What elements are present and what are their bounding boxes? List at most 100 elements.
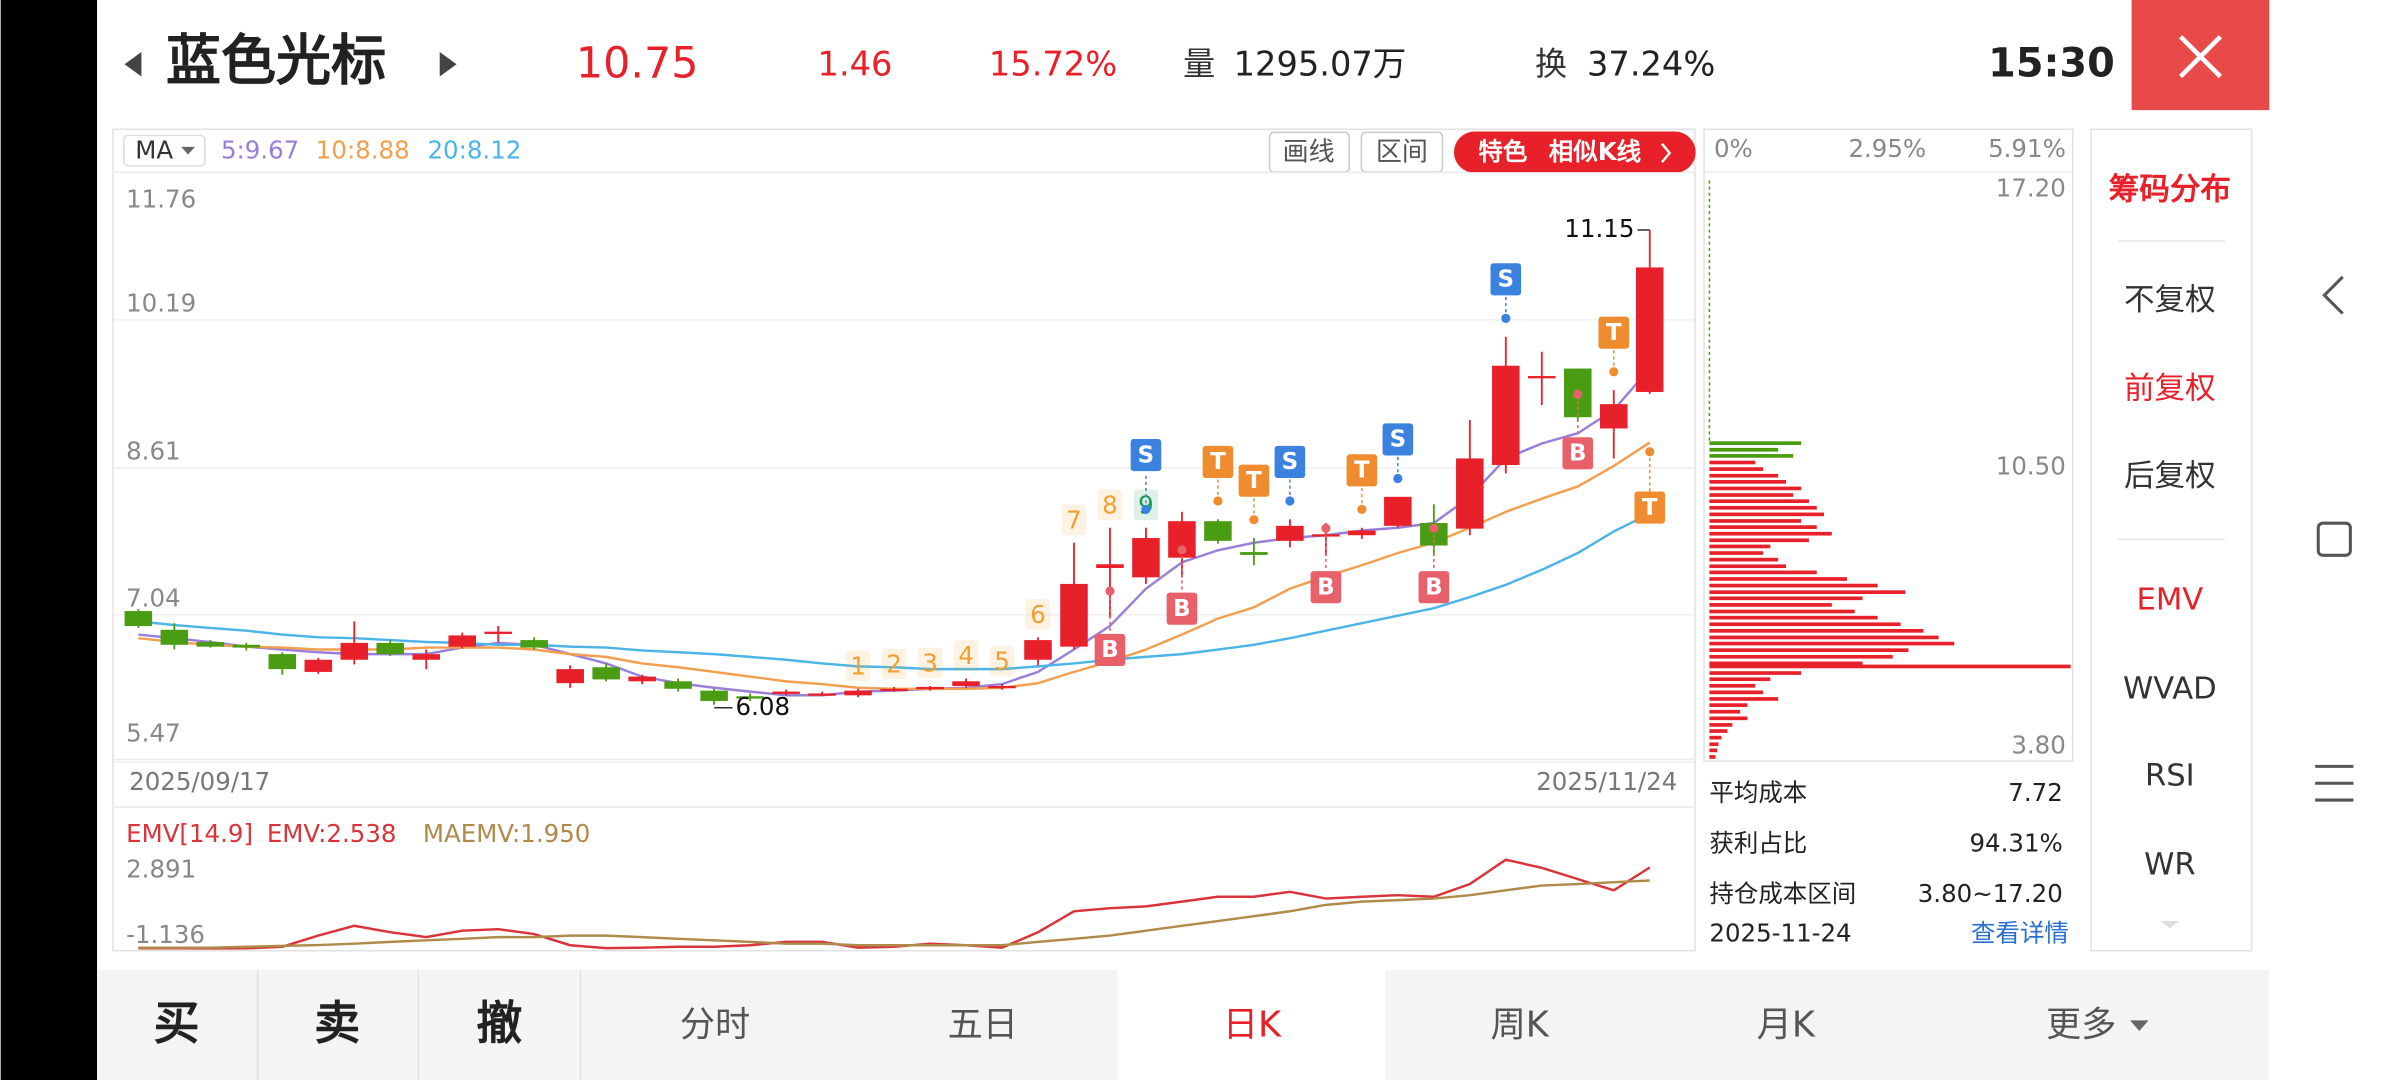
stat-label: 获利占比 — [1709, 828, 1807, 857]
candle-body — [1456, 458, 1484, 529]
draw-button-label: 画线 — [1283, 137, 1335, 167]
chip-bar — [1709, 583, 1878, 588]
chip-bar — [1709, 570, 1817, 575]
chip-bar — [1709, 661, 1863, 666]
signal-badge — [1238, 464, 1270, 497]
signal-label: S — [1390, 427, 1407, 453]
tab[interactable]: 分时 — [680, 1004, 750, 1045]
menu-item[interactable]: 后复权 — [2124, 459, 2216, 494]
y-tick-label: 5.47 — [126, 718, 180, 747]
tab[interactable]: 日K — [1223, 1004, 1282, 1045]
menu-item[interactable]: EMV — [2137, 583, 2204, 618]
emv-tick-label: -1.136 — [126, 920, 205, 949]
signal-dot — [1249, 515, 1259, 525]
candle-body — [1096, 564, 1124, 568]
range-button-label: 区间 — [1376, 137, 1428, 167]
candle-body — [196, 641, 225, 647]
candle-body — [232, 644, 261, 648]
tab[interactable]: 买 — [154, 996, 200, 1050]
feature-button[interactable] — [1453, 131, 1696, 173]
menu-item[interactable]: WR — [2144, 847, 2195, 882]
y-tick-label: 8.61 — [126, 437, 180, 466]
count-label: 7 — [1066, 505, 1082, 534]
candle-body — [556, 669, 584, 684]
chip-bar — [1709, 577, 1847, 581]
tab[interactable]: 周K — [1491, 1004, 1550, 1045]
candle-body — [844, 690, 872, 696]
candle-body — [376, 642, 405, 655]
count-label: 1 — [850, 651, 866, 680]
tab[interactable]: 月K — [1757, 1004, 1816, 1045]
signal-label: B — [1425, 574, 1442, 600]
nav-home[interactable] — [2316, 521, 2352, 557]
signal-dot — [1645, 447, 1655, 457]
stat-value: 7.72 — [2008, 778, 2062, 807]
signal-dot — [1429, 523, 1439, 533]
menu-item[interactable]: WVAD — [2123, 671, 2217, 706]
chip-detail-link[interactable]: 查看详情 — [1971, 919, 2069, 948]
count-badge — [845, 650, 871, 682]
candle-body — [124, 611, 153, 627]
signal-label: T — [1354, 458, 1370, 484]
time: 15:30 — [1988, 40, 2115, 86]
emv-line — [138, 879, 1650, 949]
signal-badge — [1634, 491, 1666, 524]
chip-bar — [1709, 564, 1786, 569]
ma-selector[interactable] — [123, 134, 206, 167]
tab[interactable]: 更多 — [2046, 1004, 2116, 1045]
candle-body — [592, 667, 620, 680]
chip-bar — [1709, 742, 1719, 747]
change-pct: 15.72% — [989, 44, 1117, 83]
chip-bar — [1709, 454, 1794, 458]
nav-menu[interactable] — [2315, 764, 2354, 802]
feature-label: 特色 — [1478, 137, 1527, 166]
chip-bar — [1709, 615, 1878, 620]
menu-item[interactable]: 筹码分布 — [2109, 173, 2231, 208]
volume-label: 量 — [1183, 45, 1215, 83]
chip-bar — [1709, 755, 1716, 759]
menu-item[interactable]: RSI — [2145, 759, 2195, 794]
tabs: 买卖撤分时五日日K周K月K更多日K — [154, 969, 2149, 1080]
menu-item[interactable]: 不复权 — [2124, 283, 2216, 318]
tab[interactable]: 撤 — [476, 996, 522, 1050]
ma-dropdown-icon — [181, 146, 195, 155]
signal-badge — [1382, 423, 1414, 456]
stock-name: 蓝色光标 — [166, 28, 386, 92]
candle-body — [448, 635, 476, 647]
signal-label: B — [1173, 596, 1190, 622]
tab[interactable]: 五日 — [948, 1004, 1018, 1045]
signal-badge — [1166, 592, 1198, 625]
next-arrow[interactable] — [439, 52, 457, 77]
candle-body — [772, 691, 800, 694]
stat-value: 3.80~17.20 — [1918, 879, 2063, 908]
active-tab — [1117, 969, 1386, 1080]
candle-body — [1384, 496, 1412, 526]
menu-more-arrow[interactable] — [2160, 920, 2180, 929]
signal-badge — [1562, 437, 1594, 470]
chip-bar — [1709, 512, 1824, 517]
chip-x-tick-label: 0% — [1714, 134, 1753, 163]
stat-value: 94.31% — [1969, 828, 2062, 857]
chip-bar — [1709, 519, 1802, 523]
signal-dot — [1177, 545, 1187, 555]
candle-body — [520, 640, 548, 648]
stat-label: 持仓成本区间 — [1709, 879, 1856, 908]
chip-bar — [1709, 729, 1728, 733]
prev-arrow[interactable] — [124, 52, 142, 77]
count-label: 3 — [922, 649, 938, 678]
chip-x-tick-label: 5.91% — [1988, 134, 2066, 163]
nav-back[interactable] — [2322, 275, 2344, 315]
menu-item[interactable]: 前复权 — [2124, 372, 2216, 407]
candle-body — [1420, 523, 1448, 546]
signal-label: B — [1317, 574, 1334, 600]
candle-body — [628, 676, 656, 682]
chip-bar — [1709, 551, 1764, 555]
chip-bar — [1709, 697, 1779, 701]
candle-body — [1132, 538, 1160, 578]
signal-label: S — [1138, 442, 1155, 468]
signal-dot — [1105, 586, 1115, 596]
candle-body — [664, 681, 692, 689]
tab[interactable]: 卖 — [314, 996, 360, 1050]
signal-badge — [1346, 454, 1378, 487]
